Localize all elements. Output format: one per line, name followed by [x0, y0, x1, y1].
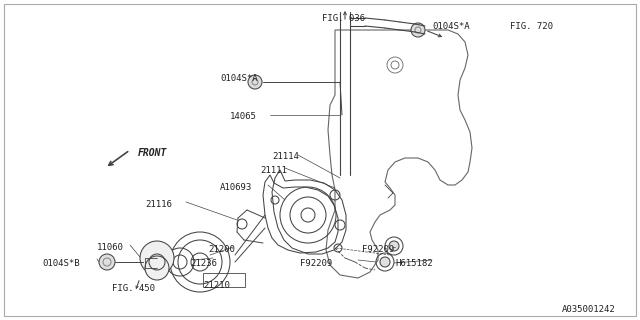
Text: 21114: 21114: [272, 152, 299, 161]
Text: FIG. 036: FIG. 036: [322, 14, 365, 23]
Text: 0104S*B: 0104S*B: [42, 259, 79, 268]
Text: A035001242: A035001242: [563, 305, 616, 314]
Text: 21200: 21200: [208, 245, 235, 254]
Circle shape: [145, 256, 169, 280]
Text: 21116: 21116: [145, 200, 172, 209]
Text: FIG. 720: FIG. 720: [510, 22, 553, 31]
Circle shape: [411, 23, 425, 37]
Circle shape: [99, 254, 115, 270]
Text: 11060: 11060: [97, 243, 124, 252]
Text: FRONT: FRONT: [138, 148, 168, 158]
Text: 21210: 21210: [203, 281, 230, 290]
Text: 21111: 21111: [260, 166, 287, 175]
Circle shape: [248, 75, 262, 89]
Text: F92209: F92209: [300, 259, 332, 268]
Text: 0104S*A: 0104S*A: [432, 22, 470, 31]
Text: F92209: F92209: [362, 245, 394, 254]
Bar: [203, 273, 245, 287]
Circle shape: [140, 241, 174, 275]
Text: 0104S*A: 0104S*A: [220, 74, 258, 83]
Circle shape: [380, 257, 390, 267]
Text: 14065: 14065: [230, 112, 257, 121]
Text: 21236: 21236: [190, 259, 217, 268]
Text: A10693: A10693: [220, 183, 252, 192]
Circle shape: [389, 241, 399, 251]
Text: FIG. 450: FIG. 450: [112, 284, 155, 293]
Text: H615182: H615182: [395, 259, 433, 268]
